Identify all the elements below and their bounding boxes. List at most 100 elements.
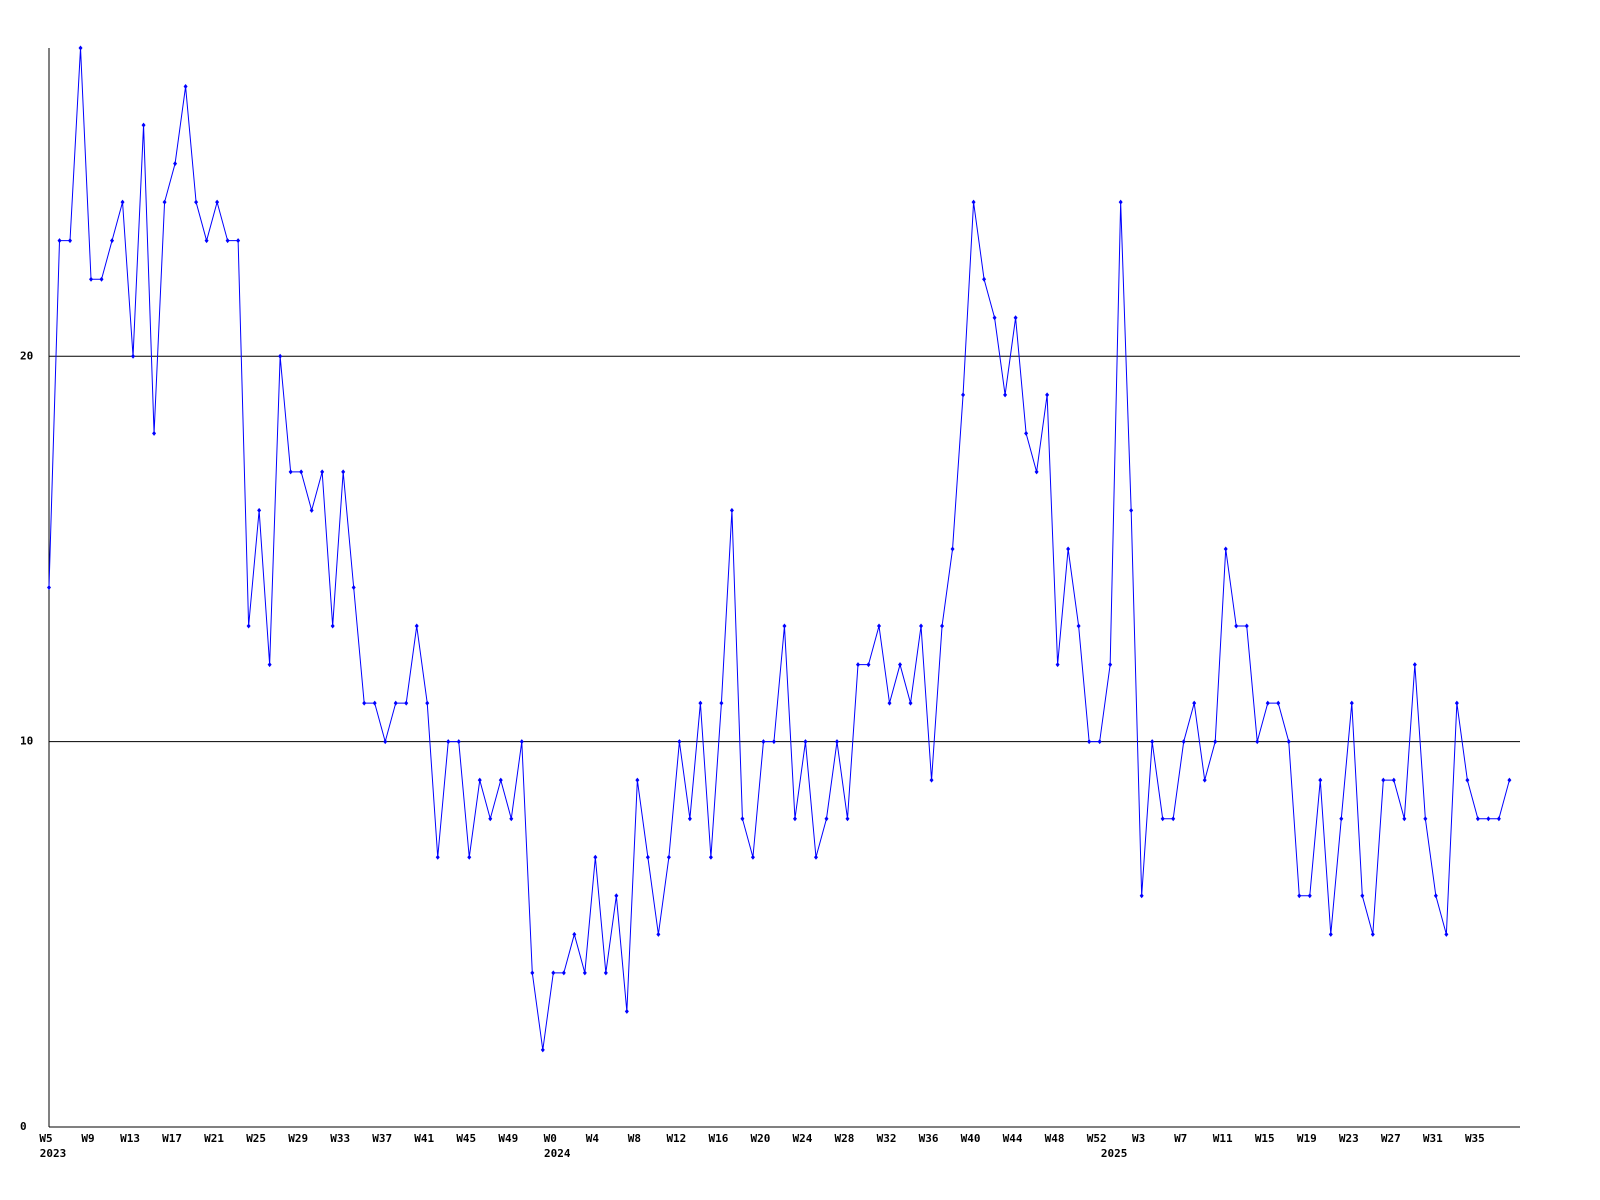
point-marker <box>78 45 83 51</box>
point-marker <box>68 238 73 244</box>
point-marker <box>1402 816 1407 822</box>
point-marker <box>929 777 934 783</box>
point-marker <box>120 199 125 205</box>
point-marker <box>803 739 808 745</box>
point-marker <box>257 507 262 513</box>
point-marker <box>750 854 755 860</box>
point-marker <box>540 1047 545 1053</box>
x-tick-label: W16 <box>708 1132 728 1145</box>
point-marker <box>666 854 671 860</box>
point-marker <box>1328 931 1333 937</box>
point-marker <box>719 700 724 706</box>
point-marker <box>992 315 997 321</box>
point-marker <box>834 739 839 745</box>
point-marker <box>351 585 356 590</box>
point-marker <box>1150 739 1155 745</box>
point-marker <box>320 469 325 475</box>
point-marker <box>278 353 283 359</box>
point-marker <box>456 739 461 745</box>
point-marker <box>404 700 409 706</box>
year-label: 2024 <box>544 1147 571 1160</box>
point-marker <box>877 623 882 629</box>
point-marker <box>383 739 388 745</box>
point-marker <box>246 623 251 629</box>
point-marker <box>1454 700 1459 706</box>
point-marker <box>1486 816 1491 822</box>
point-marker <box>204 238 209 244</box>
point-marker <box>1234 623 1239 629</box>
point-marker <box>887 700 892 706</box>
point-marker <box>141 122 146 128</box>
point-marker <box>1139 893 1144 899</box>
x-tick-label: W5 <box>39 1132 52 1145</box>
point-marker <box>1097 739 1102 745</box>
point-marker <box>173 161 178 167</box>
point-marker <box>1087 739 1092 745</box>
x-tick-label: W21 <box>204 1132 224 1145</box>
point-marker <box>1003 392 1008 398</box>
point-marker <box>372 700 377 706</box>
point-marker <box>614 893 619 899</box>
x-tick-label: W0 <box>544 1132 557 1145</box>
point-marker <box>1160 816 1165 822</box>
point-marker <box>940 623 945 629</box>
x-tick-label: W17 <box>162 1132 182 1145</box>
point-marker <box>1339 816 1344 822</box>
point-marker <box>414 623 419 629</box>
point-marker <box>362 700 367 706</box>
point-marker <box>813 854 818 860</box>
point-marker <box>1307 893 1312 899</box>
x-tick-label: W9 <box>81 1132 94 1145</box>
x-tick-label: W31 <box>1423 1132 1443 1145</box>
point-marker <box>1223 546 1228 552</box>
point-marker <box>183 84 188 90</box>
point-marker <box>1360 893 1365 899</box>
point-marker <box>47 585 51 590</box>
point-marker <box>1013 315 1018 321</box>
point-marker <box>162 199 167 205</box>
year-label: 2025 <box>1101 1147 1128 1160</box>
point-marker <box>341 469 346 475</box>
point-marker <box>519 739 524 745</box>
point-marker <box>782 623 787 629</box>
point-marker <box>729 507 734 513</box>
x-tick-label: W13 <box>120 1132 140 1145</box>
point-marker <box>309 507 314 513</box>
point-marker <box>435 854 440 860</box>
point-marker <box>866 662 871 668</box>
point-marker <box>708 854 713 860</box>
x-tick-label: W11 <box>1213 1132 1233 1145</box>
point-marker <box>1391 777 1396 783</box>
point-marker <box>1370 931 1375 937</box>
line <box>48 47 1510 1050</box>
point-marker <box>1192 700 1197 706</box>
point-marker <box>982 276 987 282</box>
point-marker <box>1297 893 1302 899</box>
year-label: 2023 <box>40 1147 67 1160</box>
point-marker <box>1475 816 1480 822</box>
x-tick-label: W8 <box>628 1132 641 1145</box>
point-marker <box>225 238 230 244</box>
point-marker <box>740 816 745 822</box>
x-tick-label: W27 <box>1381 1132 1401 1145</box>
point-marker <box>845 816 850 822</box>
x-tick-label: W35 <box>1465 1132 1485 1145</box>
x-tick-label: W12 <box>666 1132 686 1145</box>
point-marker <box>919 623 924 629</box>
point-marker <box>1507 777 1512 783</box>
point-marker <box>908 700 913 706</box>
point-marker <box>1108 662 1113 668</box>
point-marker <box>110 238 115 244</box>
point-marker <box>645 854 650 860</box>
point-marker <box>330 623 335 629</box>
x-tick-label: W19 <box>1297 1132 1317 1145</box>
y-tick-label: 20 <box>20 349 33 362</box>
point-marker <box>582 970 587 976</box>
point-marker <box>603 970 608 976</box>
point-marker <box>593 854 598 860</box>
point-marker <box>1034 469 1039 475</box>
point-marker <box>477 777 482 783</box>
point-marker <box>57 238 62 244</box>
point-marker <box>1444 931 1449 937</box>
